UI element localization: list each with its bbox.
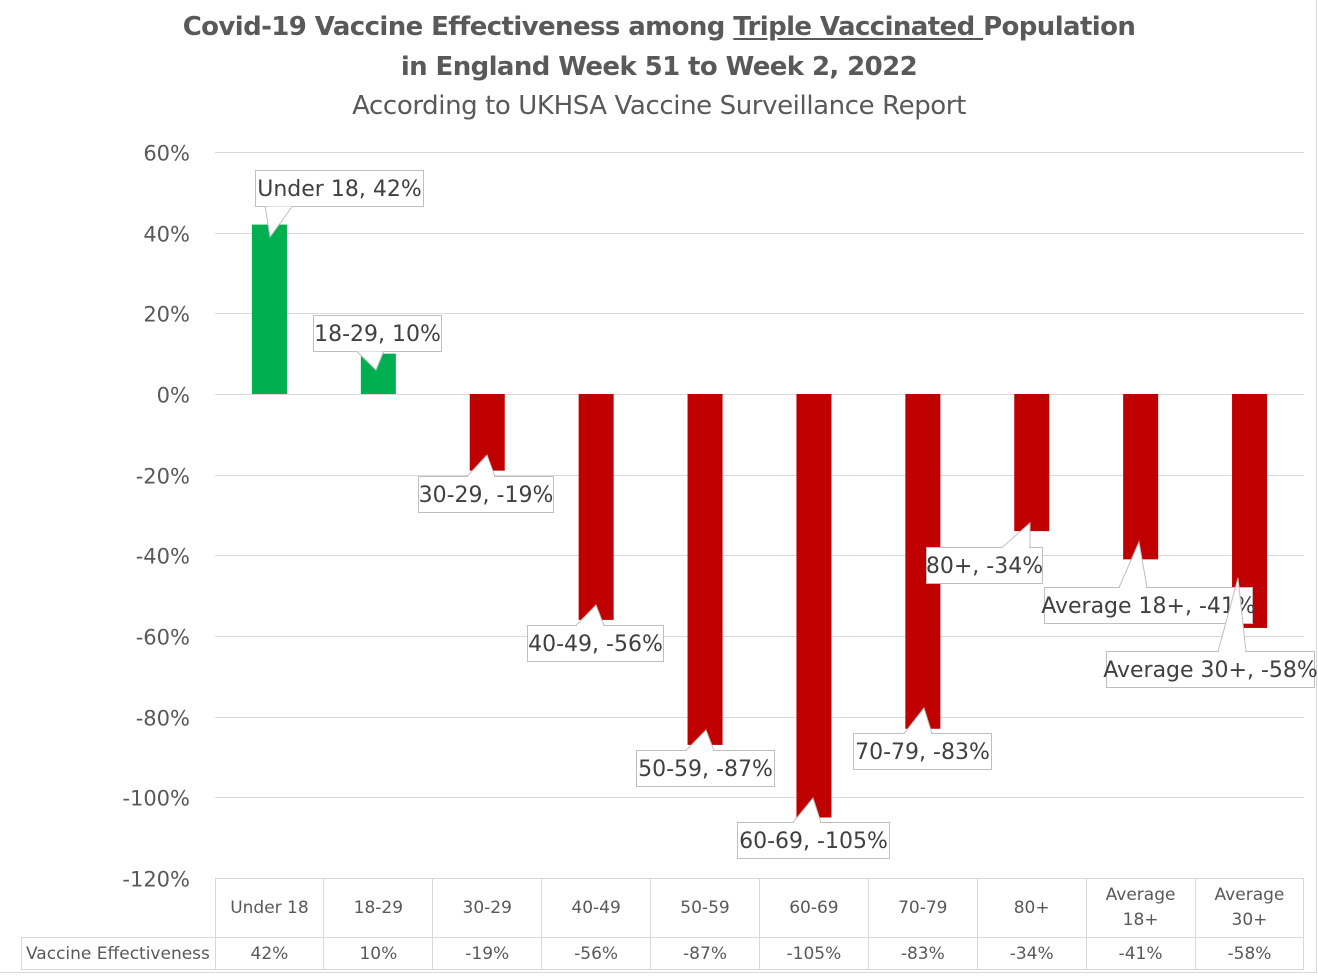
chart-title-line2: in England Week 51 to Week 2, 2022	[400, 52, 918, 82]
data-label-text: 30-29, -19%	[419, 483, 554, 508]
table-value-cell: -58%	[1194, 937, 1305, 970]
data-label-callout: 70-79, -83%	[853, 706, 992, 770]
table-value-cell: -41%	[1085, 937, 1196, 970]
table-value-cell: 10%	[323, 937, 434, 970]
callout-pointer	[1118, 540, 1148, 588]
table-value-cell: -87%	[650, 937, 760, 970]
data-table-value-row: Vaccine Effectiveness 42% 10% -19% -56% -87% -…	[21, 937, 1305, 970]
callout-box	[1044, 587, 1253, 624]
table-value-cell: 42%	[214, 937, 325, 970]
data-label-callout: 18-29, 10%	[313, 315, 442, 371]
callout-pointer	[903, 706, 933, 734]
callout-pointer	[575, 604, 605, 626]
bar	[687, 394, 723, 745]
callout-box	[255, 170, 424, 207]
callout-pointer	[264, 205, 294, 239]
table-category-header: 80+	[976, 878, 1087, 938]
data-label-callout: 80+, -34%	[926, 521, 1043, 584]
data-label-text: 40-49, -56%	[528, 632, 663, 657]
data-label-text: Average 18+, -41%	[1041, 594, 1256, 619]
title-suffix: Population	[983, 12, 1136, 42]
table-value-cell: -19%	[432, 937, 543, 970]
data-label-callout: 50-59, -87%	[636, 729, 775, 787]
callout-box	[853, 733, 992, 770]
bar	[578, 394, 614, 620]
callout-box	[1106, 651, 1315, 688]
callout-pointer	[1001, 521, 1031, 548]
callout-box	[926, 547, 1043, 584]
callout-box	[737, 822, 890, 859]
data-label-callout: Under 18, 42%	[255, 170, 424, 239]
bar	[1123, 394, 1159, 560]
data-label-text: 60-69, -105%	[739, 829, 888, 854]
data-labels: Under 18, 42% 18-29, 10% 30-29, -19% 40-49,…	[255, 170, 1318, 859]
data-label-text: Under 18, 42%	[257, 177, 421, 202]
table-value-cell: -34%	[976, 937, 1087, 970]
callout-box	[636, 750, 775, 787]
callout-box	[313, 315, 442, 352]
table-category-header: Under 18	[214, 878, 325, 938]
chart-subtitle: According to UKHSA Vaccine Surveillance …	[352, 91, 966, 121]
bar	[251, 224, 287, 394]
title-underlined: Triple Vaccinated	[733, 12, 984, 42]
data-label-callout: Average 30+, -58%	[1103, 577, 1318, 688]
callout-box	[527, 625, 664, 662]
table-value-cell: -105%	[758, 937, 869, 970]
data-label-text: 80+, -34%	[926, 554, 1043, 579]
y-tick-label: -40%	[136, 545, 190, 569]
callout-pointer	[792, 796, 822, 823]
y-tick-label: -80%	[136, 707, 190, 731]
table-category-header: 50-59	[650, 878, 760, 938]
callout-pointer	[1217, 577, 1247, 652]
bar	[1014, 394, 1050, 532]
y-tick-label: 0%	[157, 384, 190, 408]
table-category-header: 30-29	[432, 878, 543, 938]
chart-title-line1: Covid-19 Vaccine Effectiveness among Tri…	[0, 12, 1318, 42]
data-label-text: 70-79, -83%	[855, 740, 990, 765]
bars	[251, 224, 1268, 818]
table-value-cell: -56%	[541, 937, 652, 970]
callout-pointer	[466, 454, 496, 477]
y-tick-label: 20%	[143, 303, 190, 327]
y-axis-ticks: 60%40%20%0%-20%-40%-60%-80%-100%-120%	[122, 142, 190, 892]
callout-pointer	[685, 729, 715, 751]
y-tick-label: -100%	[122, 787, 190, 811]
table-category-header: 40-49	[541, 878, 652, 938]
data-label-text: 18-29, 10%	[314, 322, 441, 347]
table-category-header: Average 18+	[1085, 878, 1196, 938]
y-tick-label: 40%	[143, 223, 190, 247]
data-table-header-row: Under 18 18-29 30-29 40-49 50-59 60-69 70-79 80…	[21, 878, 1305, 938]
y-tick-label: -20%	[136, 465, 190, 489]
callout-box	[418, 476, 554, 513]
data-label-callout: Average 18+, -41%	[1041, 540, 1256, 624]
y-tick-label: -60%	[136, 626, 190, 650]
table-category-header: 18-29	[323, 878, 434, 938]
data-label-callout: 30-29, -19%	[418, 454, 554, 513]
table-category-header: Average 30+	[1194, 878, 1305, 938]
table-corner	[21, 878, 216, 938]
data-table: Under 18 18-29 30-29 40-49 50-59 60-69 70-79 80…	[21, 878, 1305, 970]
data-label-callout: 60-69, -105%	[737, 796, 890, 859]
data-label-text: 50-59, -87%	[638, 757, 773, 782]
gridlines	[215, 152, 1304, 798]
bar	[796, 394, 832, 818]
title-prefix: Covid-19 Vaccine Effectiveness among	[182, 12, 734, 42]
table-series-name: Vaccine Effectiveness	[21, 937, 216, 970]
data-label-text: Average 30+, -58%	[1103, 658, 1318, 683]
callout-pointer	[355, 350, 385, 371]
table-value-cell: -83%	[867, 937, 978, 970]
table-category-header: 70-79	[867, 878, 978, 938]
data-label-callout: 40-49, -56%	[527, 604, 664, 662]
y-tick-label: 60%	[143, 142, 190, 166]
table-category-header: 60-69	[758, 878, 869, 938]
